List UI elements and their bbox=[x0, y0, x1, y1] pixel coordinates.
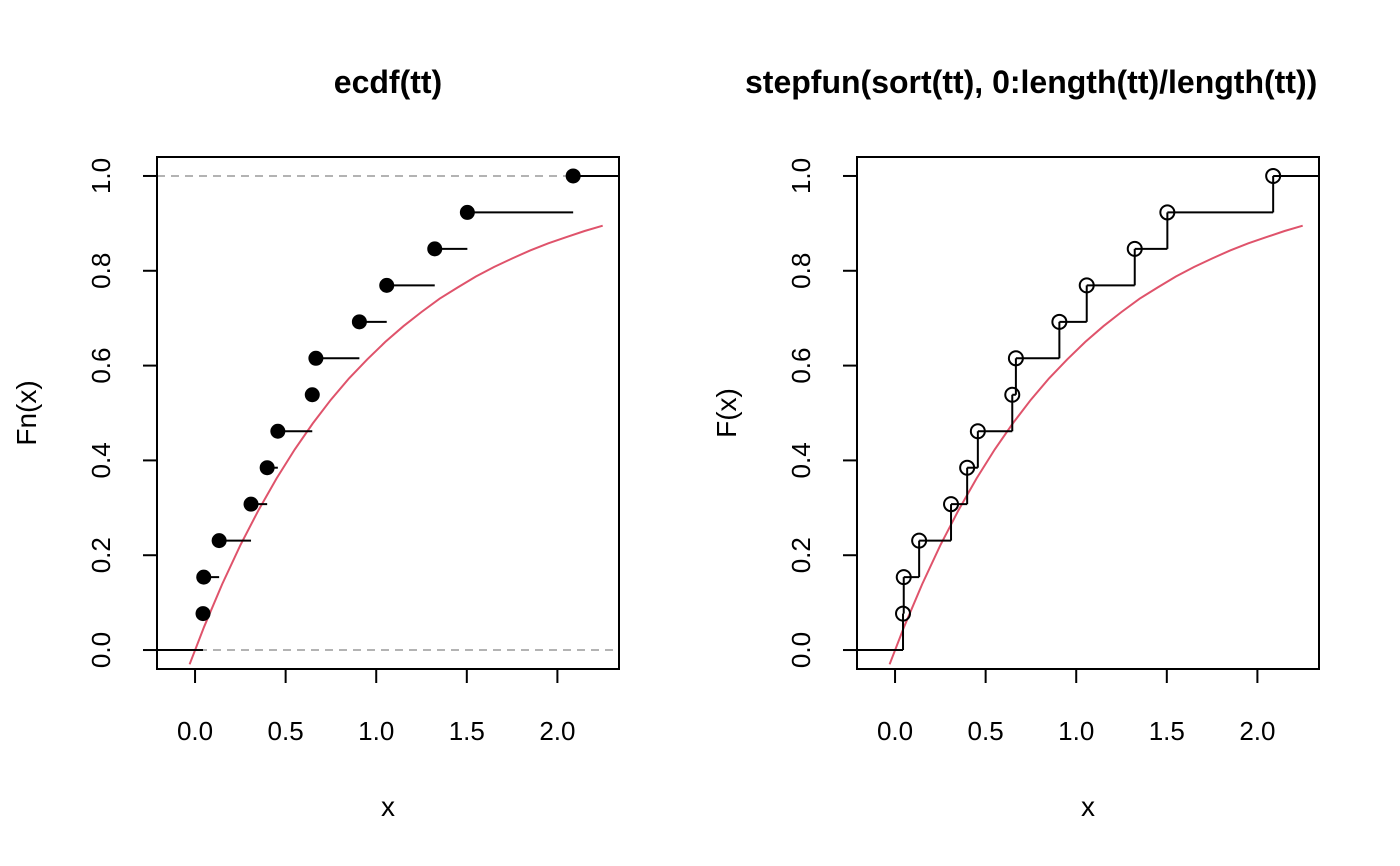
data-point bbox=[308, 350, 324, 366]
panel-ecdf: ecdf(tt) x Fn(x) 0.0 0.5 1.0 1.5 2.00.00.20.… bbox=[11, 64, 620, 822]
y-tick-label: 0.2 bbox=[786, 537, 816, 573]
data-point bbox=[259, 460, 275, 476]
y-tick-label: 0.8 bbox=[786, 253, 816, 289]
panel-title: ecdf(tt) bbox=[334, 64, 442, 100]
data-point bbox=[459, 204, 475, 220]
curve-line bbox=[188, 224, 603, 665]
x-tick-label: 0.5 bbox=[968, 716, 1004, 746]
x-tick-label: 1.5 bbox=[1149, 716, 1185, 746]
x-tick-label: 2.0 bbox=[1239, 716, 1275, 746]
plot-area-stepfun: 0.0 0.5 1.0 1.5 2.0 0.0 0.2 0.4 0.6 0.8 1.0 bbox=[786, 156, 1320, 746]
y-tick-label: 0.8 bbox=[86, 253, 116, 289]
plot-inner bbox=[157, 168, 619, 665]
data-point bbox=[379, 277, 395, 293]
y-tick-label: 0.4 bbox=[86, 442, 116, 478]
y-tick-label: 0.6 bbox=[86, 348, 116, 384]
data-point bbox=[1004, 386, 1021, 403]
data-point bbox=[243, 496, 259, 512]
x-axis-label: x bbox=[1081, 791, 1095, 822]
panel-stepfun: stepfun(sort(tt), 0:length(tt)/length(tt… bbox=[711, 64, 1320, 822]
data-point bbox=[969, 423, 986, 440]
data-point bbox=[270, 423, 286, 439]
x-tick-label: 1.0 bbox=[358, 716, 394, 746]
data-point bbox=[1078, 277, 1095, 294]
x-tick-label: 1.5 bbox=[449, 716, 485, 746]
x-tick-label: 0.0 bbox=[877, 716, 913, 746]
data-point bbox=[911, 532, 928, 549]
x-tick-label: 0.0 bbox=[177, 716, 213, 746]
data-point bbox=[195, 606, 211, 622]
data-point bbox=[1126, 240, 1143, 257]
y-axis-label: F(x) bbox=[711, 388, 742, 438]
data-point bbox=[196, 569, 212, 585]
plot-inner bbox=[857, 167, 1319, 665]
x-tick-label: 1.0 bbox=[1058, 716, 1094, 746]
data-point bbox=[351, 314, 367, 330]
data-point bbox=[895, 569, 912, 586]
data-point bbox=[943, 496, 960, 513]
x-axis-label: x bbox=[381, 791, 395, 822]
data-point bbox=[211, 533, 227, 549]
data-point bbox=[895, 605, 912, 622]
plot-area-ecdf: 0.0 0.5 1.0 1.5 2.0 0.0 0.2 0.4 0.6 0.8 1.0 bbox=[86, 156, 620, 746]
data-point bbox=[304, 387, 320, 403]
y-tick-label: 0.4 bbox=[786, 442, 816, 478]
y-tick-label: 0.2 bbox=[86, 537, 116, 573]
data-point bbox=[1007, 350, 1024, 367]
data-point bbox=[1265, 167, 1282, 184]
y-tick-label: 1.0 bbox=[786, 158, 816, 194]
y-tick-label: 0.6 bbox=[786, 348, 816, 384]
y-tick-label: 0.0 bbox=[786, 632, 816, 668]
y-axis-label: Fn(x) bbox=[11, 380, 42, 445]
data-point bbox=[959, 459, 976, 476]
plot-frame bbox=[156, 156, 620, 670]
data-point bbox=[1159, 204, 1176, 221]
data-point bbox=[427, 241, 443, 257]
curve-line bbox=[888, 224, 1303, 665]
panel-title: stepfun(sort(tt), 0:length(tt)/length(tt… bbox=[745, 64, 1317, 100]
data-point bbox=[565, 168, 581, 184]
x-tick-label: 2.0 bbox=[539, 716, 575, 746]
plot-frame bbox=[856, 156, 1320, 670]
x-tick-label: 0.5 bbox=[268, 716, 304, 746]
y-tick-label: 0.0 bbox=[86, 632, 116, 668]
data-point bbox=[1051, 313, 1068, 330]
y-tick-label: 1.0 bbox=[86, 158, 116, 194]
